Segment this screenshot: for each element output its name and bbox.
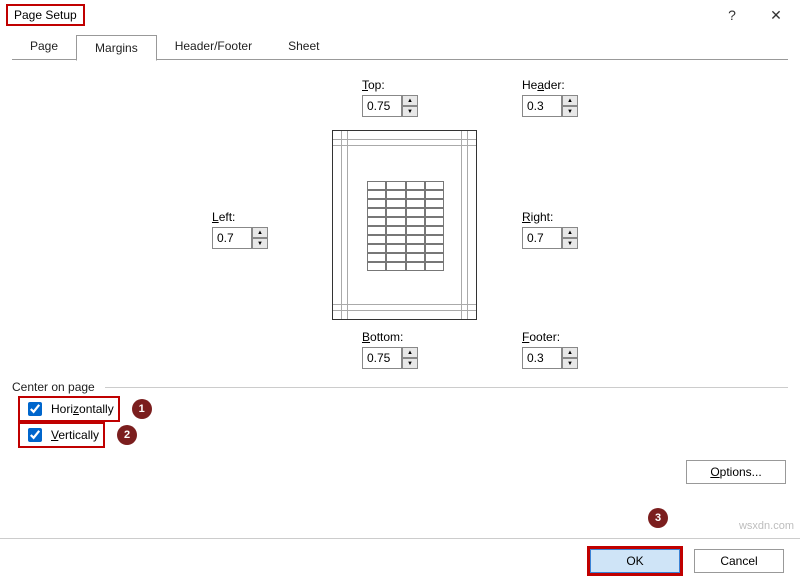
margin-footer-input[interactable] (522, 347, 562, 369)
center-horizontally-checkbox[interactable]: Horizontally (20, 398, 118, 420)
annotation-badge-2: 2 (117, 425, 137, 445)
dialog-content: Page Margins Header/Footer Sheet Top: ▲▼… (0, 30, 800, 489)
margin-header-input[interactable] (522, 95, 562, 117)
margin-header-up[interactable]: ▲ (562, 95, 578, 106)
margin-right-down[interactable]: ▼ (562, 238, 578, 249)
margin-header-down[interactable]: ▼ (562, 106, 578, 117)
page-preview (332, 130, 477, 320)
tabstrip: Page Margins Header/Footer Sheet (12, 34, 788, 60)
center-on-page-legend: Center on page (12, 380, 101, 394)
options-button[interactable]: Options... (686, 460, 786, 484)
margin-footer-group: Footer: ▲▼ (522, 330, 578, 369)
window-title: Page Setup (8, 6, 83, 24)
margin-right-input[interactable] (522, 227, 562, 249)
help-icon[interactable]: ? (722, 7, 742, 23)
margin-header-group: Header: ▲▼ (522, 78, 578, 117)
center-horizontally-input[interactable] (28, 402, 42, 416)
margin-right-group: Right: ▲▼ (522, 210, 578, 249)
tab-page[interactable]: Page (12, 34, 76, 60)
center-horizontally-label: Horizontally (51, 402, 114, 416)
center-on-page-group: Center on page Horizontally 1 Vertically… (12, 380, 788, 450)
tab-margins[interactable]: Margins (76, 35, 157, 61)
margin-footer-down[interactable]: ▼ (562, 358, 578, 369)
margin-bottom-label: Bottom: (362, 330, 418, 344)
margin-top-up[interactable]: ▲ (402, 95, 418, 106)
center-vertically-checkbox[interactable]: Vertically (20, 424, 103, 446)
annotation-badge-3: 3 (648, 508, 668, 528)
margin-left-down[interactable]: ▼ (252, 238, 268, 249)
margin-top-group: Top: ▲▼ (362, 78, 418, 117)
margin-bottom-down[interactable]: ▼ (402, 358, 418, 369)
margin-footer-up[interactable]: ▲ (562, 347, 578, 358)
titlebar: Page Setup ? ✕ (0, 0, 800, 30)
dialog-footer: OK Cancel (0, 538, 800, 582)
center-vertically-label: Vertically (51, 428, 99, 442)
margin-bottom-group: Bottom: ▲▼ (362, 330, 418, 369)
margin-right-label: Right: (522, 210, 578, 224)
close-icon[interactable]: ✕ (766, 7, 786, 24)
margin-top-label: Top: (362, 78, 418, 92)
margin-header-label: Header: (522, 78, 578, 92)
margin-left-label: Left: (212, 210, 268, 224)
watermark: wsxdn.com (739, 520, 794, 532)
margin-left-up[interactable]: ▲ (252, 227, 268, 238)
margin-left-input[interactable] (212, 227, 252, 249)
margin-right-up[interactable]: ▲ (562, 227, 578, 238)
tab-header-footer[interactable]: Header/Footer (157, 34, 270, 60)
margin-top-input[interactable] (362, 95, 402, 117)
margin-footer-label: Footer: (522, 330, 578, 344)
cancel-button[interactable]: Cancel (694, 549, 784, 573)
margins-panel: Top: ▲▼ Header: ▲▼ Left: ▲▼ Right: ▲▼ Bo… (12, 59, 788, 489)
tab-sheet[interactable]: Sheet (270, 34, 337, 60)
ok-button[interactable]: OK (590, 549, 680, 573)
margin-bottom-input[interactable] (362, 347, 402, 369)
margin-left-group: Left: ▲▼ (212, 210, 268, 249)
center-vertically-input[interactable] (28, 428, 42, 442)
margin-top-down[interactable]: ▼ (402, 106, 418, 117)
margin-bottom-up[interactable]: ▲ (402, 347, 418, 358)
annotation-badge-1: 1 (132, 399, 152, 419)
